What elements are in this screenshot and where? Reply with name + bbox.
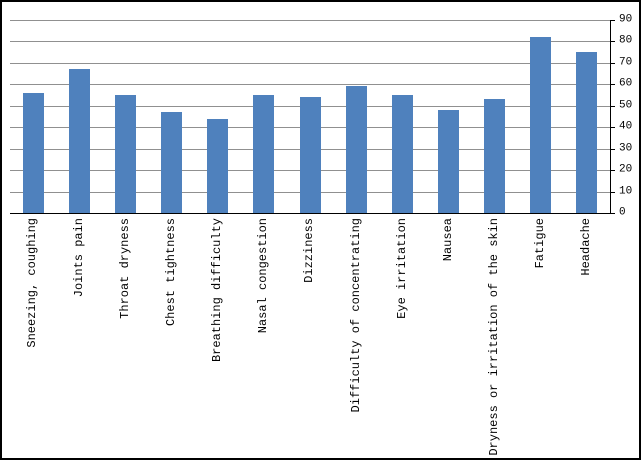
y-axis-tick-label: 50 <box>619 99 633 112</box>
category-label-slot: Throat dryness <box>102 218 148 456</box>
y-axis-tick <box>610 84 615 86</box>
category-label-slot: Nasal congestion <box>241 218 287 456</box>
category-label-slot: Dryness or irritation of the skin <box>472 218 518 456</box>
y-axis-tick <box>610 41 615 43</box>
bar-slot <box>148 20 194 213</box>
y-axis-tick-label: 40 <box>619 120 633 133</box>
y-axis-tick <box>610 127 615 129</box>
gridline <box>10 20 610 21</box>
category-label-slot: Headache <box>564 218 610 456</box>
category-label: Difficulty of concentrating <box>348 218 363 413</box>
y-axis-line <box>610 20 611 214</box>
bar-6 <box>253 95 275 213</box>
y-axis-tick-label: 70 <box>619 56 633 69</box>
category-label: Fatigue <box>533 218 548 269</box>
category-label-slot: Eye irritation <box>379 218 425 456</box>
y-axis-tick-label: 60 <box>619 77 633 90</box>
bar-slot <box>241 20 287 213</box>
y-axis-tick <box>610 62 615 64</box>
bar-slot <box>333 20 379 213</box>
bar-13 <box>576 52 598 213</box>
y-axis-tick <box>610 20 615 21</box>
bar-slot <box>195 20 241 213</box>
category-label: Dryness or irritation of the skin <box>487 218 502 456</box>
category-label-slot: Nausea <box>425 218 471 456</box>
y-axis-tick-label: 10 <box>619 185 633 198</box>
bar-slot <box>472 20 518 213</box>
y-axis-tick <box>610 191 615 193</box>
bar-slot <box>379 20 425 213</box>
y-axis-tick-label: 20 <box>619 163 633 176</box>
y-axis-tick <box>610 213 615 214</box>
category-label-slot: Joints pain <box>56 218 102 456</box>
bar-12 <box>530 37 552 213</box>
category-label-slot: Difficulty of concentrating <box>333 218 379 456</box>
bar-2 <box>68 69 90 213</box>
category-label: Eye irritation <box>394 218 409 319</box>
bar-slot <box>102 20 148 213</box>
category-axis-labels: Sneezing, coughing Joints pain Throat dryn… <box>10 218 610 456</box>
y-axis-tick-label: 0 <box>619 206 626 219</box>
category-label-slot: Fatigue <box>518 218 564 456</box>
y-axis-tick <box>610 105 615 107</box>
y-axis-tick-label: 30 <box>619 142 633 155</box>
category-label: Breathing difficulty <box>210 218 225 363</box>
bar-11 <box>484 99 506 213</box>
category-label: Nasal congestion <box>256 218 271 334</box>
bar-3 <box>114 95 136 213</box>
bar-slot <box>425 20 471 213</box>
gridline <box>10 62 610 64</box>
category-label-slot: Sneezing, coughing <box>10 218 56 456</box>
category-label: Joints pain <box>71 218 86 298</box>
bar-slot <box>287 20 333 213</box>
gridline <box>10 41 610 43</box>
bar-10 <box>437 110 459 213</box>
category-label: Nausea <box>440 218 455 262</box>
category-label: Sneezing, coughing <box>25 218 40 348</box>
y-axis-tick <box>610 148 615 150</box>
bar-4 <box>161 112 183 213</box>
bar-slot <box>56 20 102 213</box>
bar-series <box>10 20 610 213</box>
category-label: Headache <box>579 218 594 276</box>
y-axis-tick-label: 80 <box>619 34 633 47</box>
category-label: Dizziness <box>302 218 317 283</box>
bar-slot <box>518 20 564 213</box>
category-label: Throat dryness <box>117 218 132 319</box>
bar-9 <box>391 95 413 213</box>
bar-7 <box>299 97 321 213</box>
category-label-slot: Breathing difficulty <box>195 218 241 456</box>
gridline <box>10 84 610 86</box>
bar-1 <box>22 92 44 213</box>
bar-slot <box>10 20 56 213</box>
x-axis-line <box>10 213 611 214</box>
bar-5 <box>207 118 229 213</box>
bar-8 <box>345 86 367 213</box>
y-axis-tick <box>610 170 615 172</box>
category-label: Chest tightness <box>163 218 178 327</box>
category-label-slot: Dizziness <box>287 218 333 456</box>
bar-slot <box>564 20 610 213</box>
category-label-slot: Chest tightness <box>148 218 194 456</box>
y-axis-tick-label: 90 <box>619 13 633 26</box>
